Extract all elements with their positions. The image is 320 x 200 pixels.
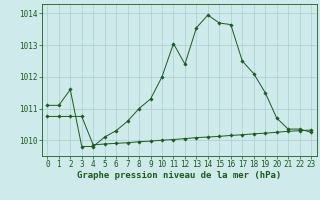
X-axis label: Graphe pression niveau de la mer (hPa): Graphe pression niveau de la mer (hPa): [77, 171, 281, 180]
